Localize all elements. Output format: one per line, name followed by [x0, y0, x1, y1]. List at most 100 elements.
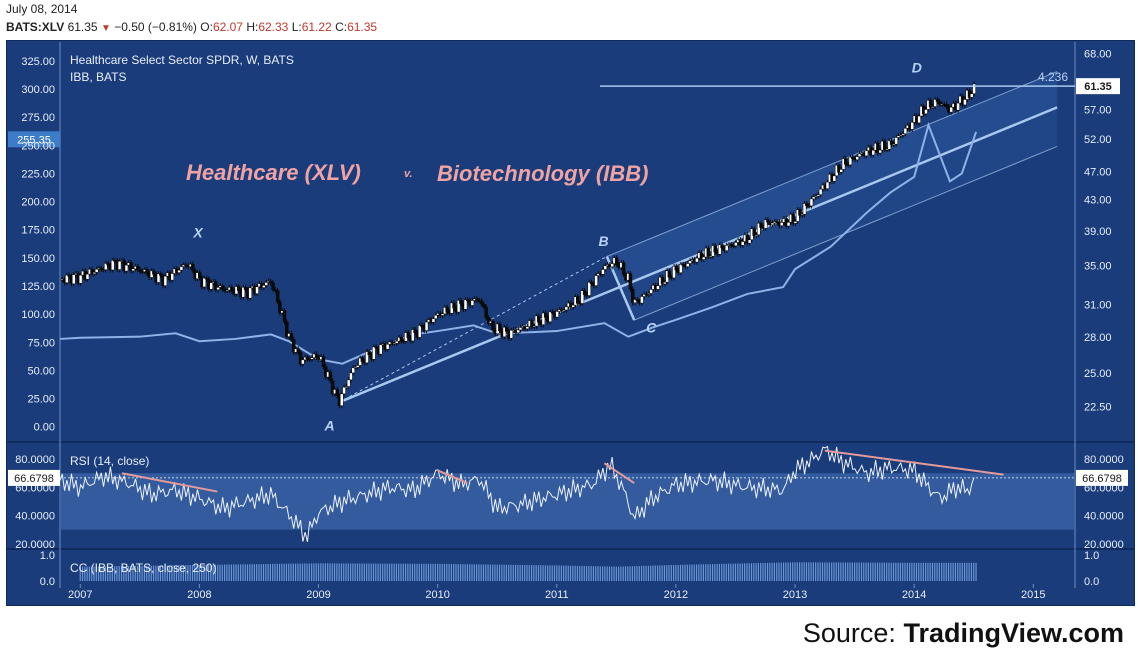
candle-body [344, 386, 349, 388]
candle-body [360, 357, 365, 362]
pattern-label-d: D [912, 60, 922, 76]
candle-body [594, 275, 598, 286]
candle-body [708, 255, 713, 258]
rsi-left-tick: 40.0000 [15, 511, 55, 523]
candle-body [731, 245, 736, 247]
candle-body [516, 329, 520, 333]
candle-body [291, 339, 296, 353]
candle-body [798, 209, 802, 216]
candle-body [296, 348, 301, 353]
candle-body [578, 302, 582, 305]
candle-body [85, 273, 90, 280]
fib-level-label: 4.236 [1038, 70, 1068, 84]
candle-body [791, 214, 795, 224]
candle-body [850, 156, 855, 159]
candle-body [241, 287, 246, 298]
candle-body [944, 104, 949, 107]
candle-body [204, 277, 209, 280]
down-arrow-icon: ▼ [100, 23, 111, 34]
high-value: 62.33 [258, 20, 289, 34]
rsi-left-tag [8, 469, 60, 486]
candle-body [463, 299, 468, 310]
candle-body [452, 302, 456, 309]
overlay-title-left: Healthcare (XLV) [186, 160, 361, 185]
right-axis-tick: 22.50 [1084, 402, 1112, 414]
candle-body [635, 299, 640, 301]
candle-body [811, 196, 816, 200]
candle-body [236, 286, 241, 291]
candle-body [759, 222, 763, 228]
candle-body [931, 106, 935, 108]
candle-body [163, 275, 168, 286]
chart-date: July 08, 2014 [6, 2, 78, 16]
candle-body [571, 304, 575, 308]
candle-body [159, 273, 163, 276]
candle-body [734, 242, 738, 247]
candle-body [431, 318, 436, 323]
right-price-tag [1076, 78, 1120, 95]
candle-body [805, 203, 809, 206]
candle-body [837, 164, 841, 173]
price-change: −0.50 (−0.81%) [114, 20, 197, 34]
candle-body [475, 298, 479, 301]
close-label: C: [335, 20, 348, 34]
rsi-band [60, 473, 1075, 530]
candle-body [582, 290, 587, 295]
candle-body [406, 332, 410, 338]
x-axis-tick: 2011 [545, 589, 569, 601]
candle-body [353, 367, 358, 369]
rsi-left-tick: 20.0000 [15, 539, 55, 551]
candle-body [894, 137, 898, 145]
cc-left-tick: 0.0 [40, 576, 55, 588]
pattern-label-b: B [598, 233, 608, 249]
candle-body [766, 219, 770, 223]
candle-body [649, 289, 653, 294]
pitchfork-bands [338, 71, 1058, 404]
left-axis-tick: 0.00 [34, 422, 55, 434]
candle-body [543, 312, 548, 318]
candle-body [351, 367, 355, 374]
candle-body [672, 266, 676, 279]
candle-body [793, 221, 798, 224]
right-price-text: 61.35 [1084, 81, 1112, 93]
candle-body [417, 325, 422, 338]
right-axis-tick: 68.00 [1084, 48, 1112, 60]
candle-body [802, 203, 807, 215]
candle-body [310, 357, 314, 360]
candle-body [763, 219, 768, 229]
cc-right-tick: 0.0 [1084, 576, 1099, 588]
candle-body [935, 99, 940, 102]
candle-body [816, 194, 821, 197]
candle-body [255, 286, 259, 294]
symbol[interactable]: BATS:XLV [6, 20, 65, 34]
candle-body [555, 311, 559, 318]
last-price: 61.35 [67, 20, 98, 34]
candle-body [314, 353, 319, 358]
candle-body [864, 150, 869, 157]
candle-body [321, 356, 326, 367]
candle-body [328, 371, 333, 381]
candle-body [278, 301, 282, 314]
rsi-left-tag-text: 66.6798 [14, 473, 54, 485]
candle-body [770, 222, 775, 226]
x-axis-tick: 2009 [306, 589, 330, 601]
candle-body [814, 195, 818, 198]
candle-body [601, 269, 605, 275]
candle-body [342, 386, 346, 395]
candle-body [198, 272, 202, 279]
pattern-label-c: C [646, 319, 657, 335]
candle-body [724, 244, 729, 251]
candle-body [456, 300, 461, 313]
candle-body [899, 134, 903, 137]
candle-body [264, 282, 268, 286]
candle-body [839, 169, 843, 173]
candle-body [917, 115, 921, 124]
candle-body [170, 273, 175, 281]
candle-body [459, 300, 463, 304]
chart-text: Healthcare Select Sector SPDR, W, BATS I… [70, 53, 648, 575]
candle-body [857, 153, 862, 157]
candle-body [699, 252, 704, 260]
cc-pane: 1.0 1.0 0.0 0.0 [40, 550, 1100, 588]
